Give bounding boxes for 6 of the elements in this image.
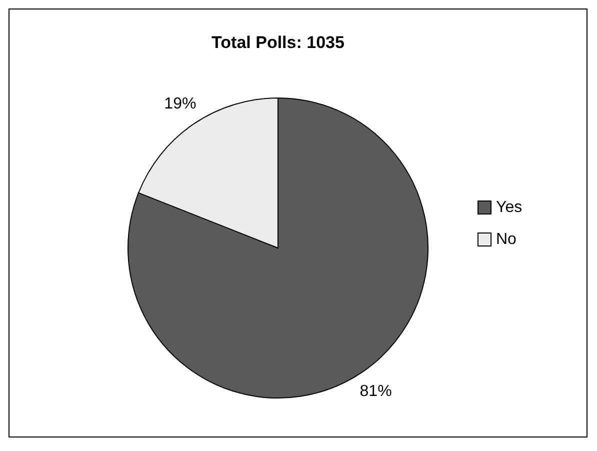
data-label: 81% — [360, 383, 392, 400]
legend-label: No — [496, 231, 517, 248]
pie-slice — [128, 98, 428, 398]
legend-label: Yes — [496, 199, 522, 216]
chart-title: Total Polls: 1035 — [212, 33, 344, 52]
data-label: 19% — [164, 95, 196, 112]
